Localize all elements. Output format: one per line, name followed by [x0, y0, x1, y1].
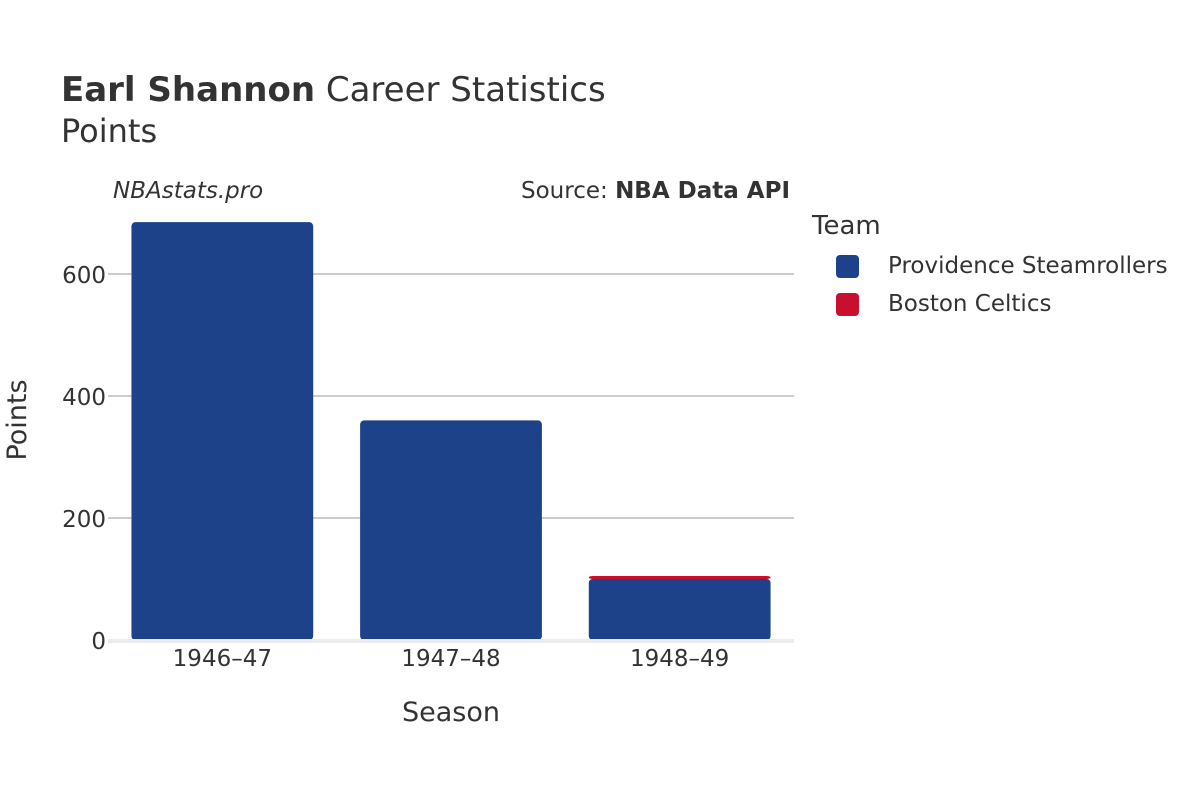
bar-providence-steamrollers-1946–47[interactable]	[131, 222, 314, 640]
source-name: NBA Data API	[615, 178, 790, 204]
chart-title-player: Earl Shannon	[61, 70, 316, 110]
watermark: NBAstats.pro	[113, 178, 264, 204]
bar-boston-celtics-1948–49[interactable]	[588, 575, 771, 579]
chart-title-rest: Career Statistics	[315, 70, 606, 110]
bar-providence-steamrollers-1948–49[interactable]	[588, 579, 771, 640]
legend-label-boston: Boston Celtics	[888, 291, 1052, 317]
legend-label-providence: Providence Steamrollers	[888, 253, 1168, 279]
y-tick-label-400: 400	[62, 385, 106, 411]
y-tick-label-200: 200	[62, 507, 106, 533]
x-axis-label: Season	[402, 697, 500, 728]
legend-swatch-providence	[836, 254, 859, 278]
chart-title: Earl Shannon Career Statistics	[61, 68, 606, 112]
source-prefix: Source:	[521, 178, 616, 204]
chart-subtitle: Points	[61, 112, 158, 150]
y-tick-label-600: 600	[62, 263, 106, 289]
legend-title: Team	[812, 211, 881, 241]
legend-item-providence-steamrollers[interactable]: Providence Steamrollers	[836, 253, 1168, 279]
y-tick-label-0: 0	[91, 629, 106, 655]
x-tick-label-1946–47: 1946–47	[173, 646, 272, 672]
y-axis-label: Points	[2, 379, 33, 460]
x-tick-label-1948–49: 1948–49	[630, 646, 729, 672]
axis-layer: 0 200 400 600 1946–47 1947–48 1948–49	[62, 263, 794, 672]
bar-providence-steamrollers-1947–48[interactable]	[360, 420, 542, 640]
legend-item-boston-celtics[interactable]: Boston Celtics	[836, 291, 1051, 317]
legend-swatch-boston	[836, 292, 859, 316]
x-tick-label-1947–48: 1947–48	[401, 646, 500, 672]
bar-layer	[131, 222, 771, 640]
source-credit: Source: NBA Data API	[521, 178, 790, 204]
